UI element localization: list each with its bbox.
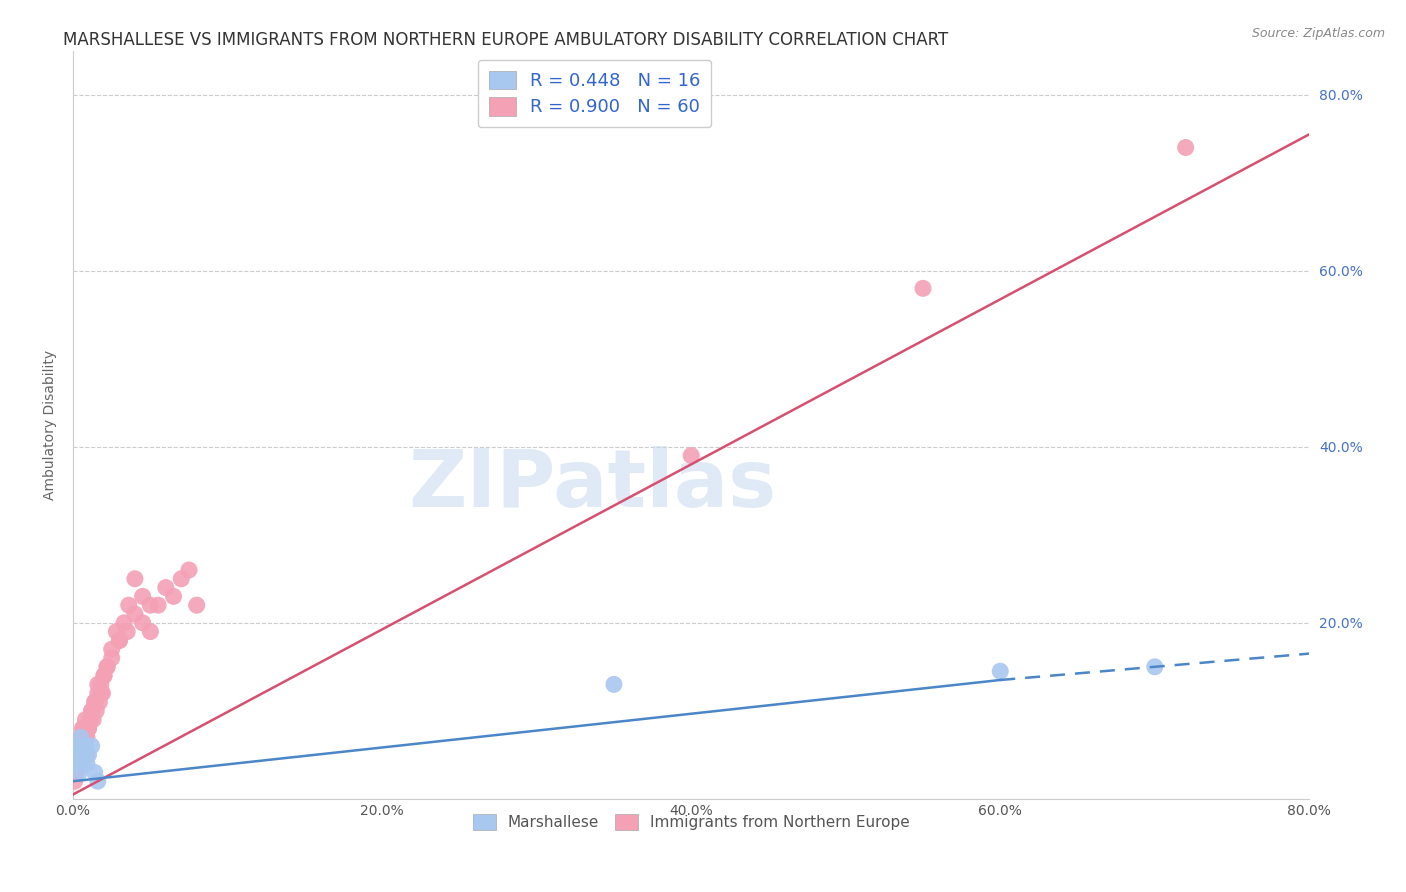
Point [77, 747, 100, 762]
Point [115, 624, 138, 639]
Y-axis label: Ambulatory Disability: Ambulatory Disability [44, 350, 58, 500]
Point [83, 695, 105, 709]
Point [83, 765, 105, 780]
Point [72, 722, 94, 736]
Point [89, 695, 111, 709]
Point [139, 598, 162, 612]
Point [76, 756, 98, 771]
Point [139, 624, 162, 639]
Point [67, 765, 90, 780]
Point [79, 713, 101, 727]
Point [100, 651, 122, 665]
Point [82, 713, 104, 727]
Point [80, 704, 103, 718]
Point [87, 774, 110, 789]
Point [186, 598, 208, 612]
Point [170, 572, 193, 586]
Point [146, 598, 169, 612]
Point [162, 590, 184, 604]
Point [131, 590, 153, 604]
Point [63, 765, 86, 780]
Point [93, 668, 115, 682]
Point [681, 449, 703, 463]
Point [66, 747, 89, 762]
Point [80, 739, 103, 753]
Text: Source: ZipAtlas.com: Source: ZipAtlas.com [1251, 27, 1385, 40]
Point [69, 730, 91, 744]
Point [155, 581, 177, 595]
Point [112, 615, 135, 630]
Point [96, 660, 118, 674]
Point [67, 747, 90, 762]
Point [77, 722, 100, 736]
Point [63, 774, 86, 789]
Point [73, 739, 96, 753]
Text: MARSHALLESE VS IMMIGRANTS FROM NORTHERN EUROPE AMBULATORY DISABILITY CORRELATION: MARSHALLESE VS IMMIGRANTS FROM NORTHERN … [63, 31, 949, 49]
Point [988, 664, 1011, 678]
Point [87, 686, 110, 700]
Point [69, 730, 91, 744]
Point [87, 677, 110, 691]
Point [91, 686, 114, 700]
Point [65, 756, 87, 771]
Point [603, 677, 626, 691]
Point [177, 563, 200, 577]
Point [90, 677, 112, 691]
Point [124, 607, 146, 621]
Text: ZIPatlas: ZIPatlas [408, 446, 776, 524]
Point [108, 633, 131, 648]
Point [90, 686, 112, 700]
Point [75, 739, 97, 753]
Point [66, 756, 89, 771]
Legend: Marshallese, Immigrants from Northern Europe: Marshallese, Immigrants from Northern Eu… [467, 808, 915, 836]
Point [73, 747, 96, 762]
Point [77, 722, 100, 736]
Point [73, 722, 96, 736]
Point [67, 739, 90, 753]
Point [96, 660, 118, 674]
Point [76, 730, 98, 744]
Point [75, 713, 97, 727]
Point [105, 624, 128, 639]
Point [100, 642, 122, 657]
Point [84, 704, 107, 718]
Point [76, 747, 98, 762]
Point [1143, 660, 1166, 674]
Point [124, 572, 146, 586]
Point [108, 633, 131, 648]
Point [75, 730, 97, 744]
Point [69, 739, 91, 753]
Point [72, 730, 94, 744]
Point [93, 668, 115, 682]
Point [131, 615, 153, 630]
Point [63, 756, 86, 771]
Point [118, 598, 141, 612]
Point [80, 704, 103, 718]
Point [1174, 140, 1197, 154]
Point [65, 765, 87, 780]
Point [66, 739, 89, 753]
Point [72, 756, 94, 771]
Point [911, 281, 934, 295]
Point [83, 695, 105, 709]
Point [65, 747, 87, 762]
